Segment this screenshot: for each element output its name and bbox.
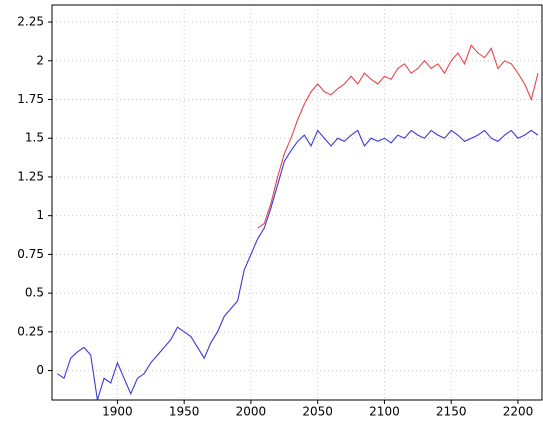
y-tick-label: 0.75 (17, 247, 44, 261)
plot-frame (51, 4, 543, 401)
x-tick-label: 2150 (436, 405, 467, 419)
y-tick-label: 0.25 (17, 324, 44, 338)
y-tick-label: 2.25 (17, 15, 44, 29)
y-tick-label: 1.5 (25, 131, 44, 145)
x-tick-label: 2100 (369, 405, 400, 419)
line-series (257, 44, 539, 229)
y-tick-label: 1 (36, 208, 44, 222)
y-tick-label: 0 (36, 363, 44, 377)
x-tick-label: 1950 (169, 405, 200, 419)
y-tick-label: 1.25 (17, 169, 44, 183)
x-tick-label: 2050 (302, 405, 333, 419)
x-tick-label: 2000 (236, 405, 267, 419)
y-tick-label: 2 (36, 53, 44, 67)
y-tick-label: 0.5 (25, 286, 44, 300)
line-series (57, 129, 539, 400)
x-tick-label: 2200 (503, 405, 534, 419)
y-tick-label: 1.75 (17, 92, 44, 106)
x-tick-label: 1900 (102, 405, 133, 419)
